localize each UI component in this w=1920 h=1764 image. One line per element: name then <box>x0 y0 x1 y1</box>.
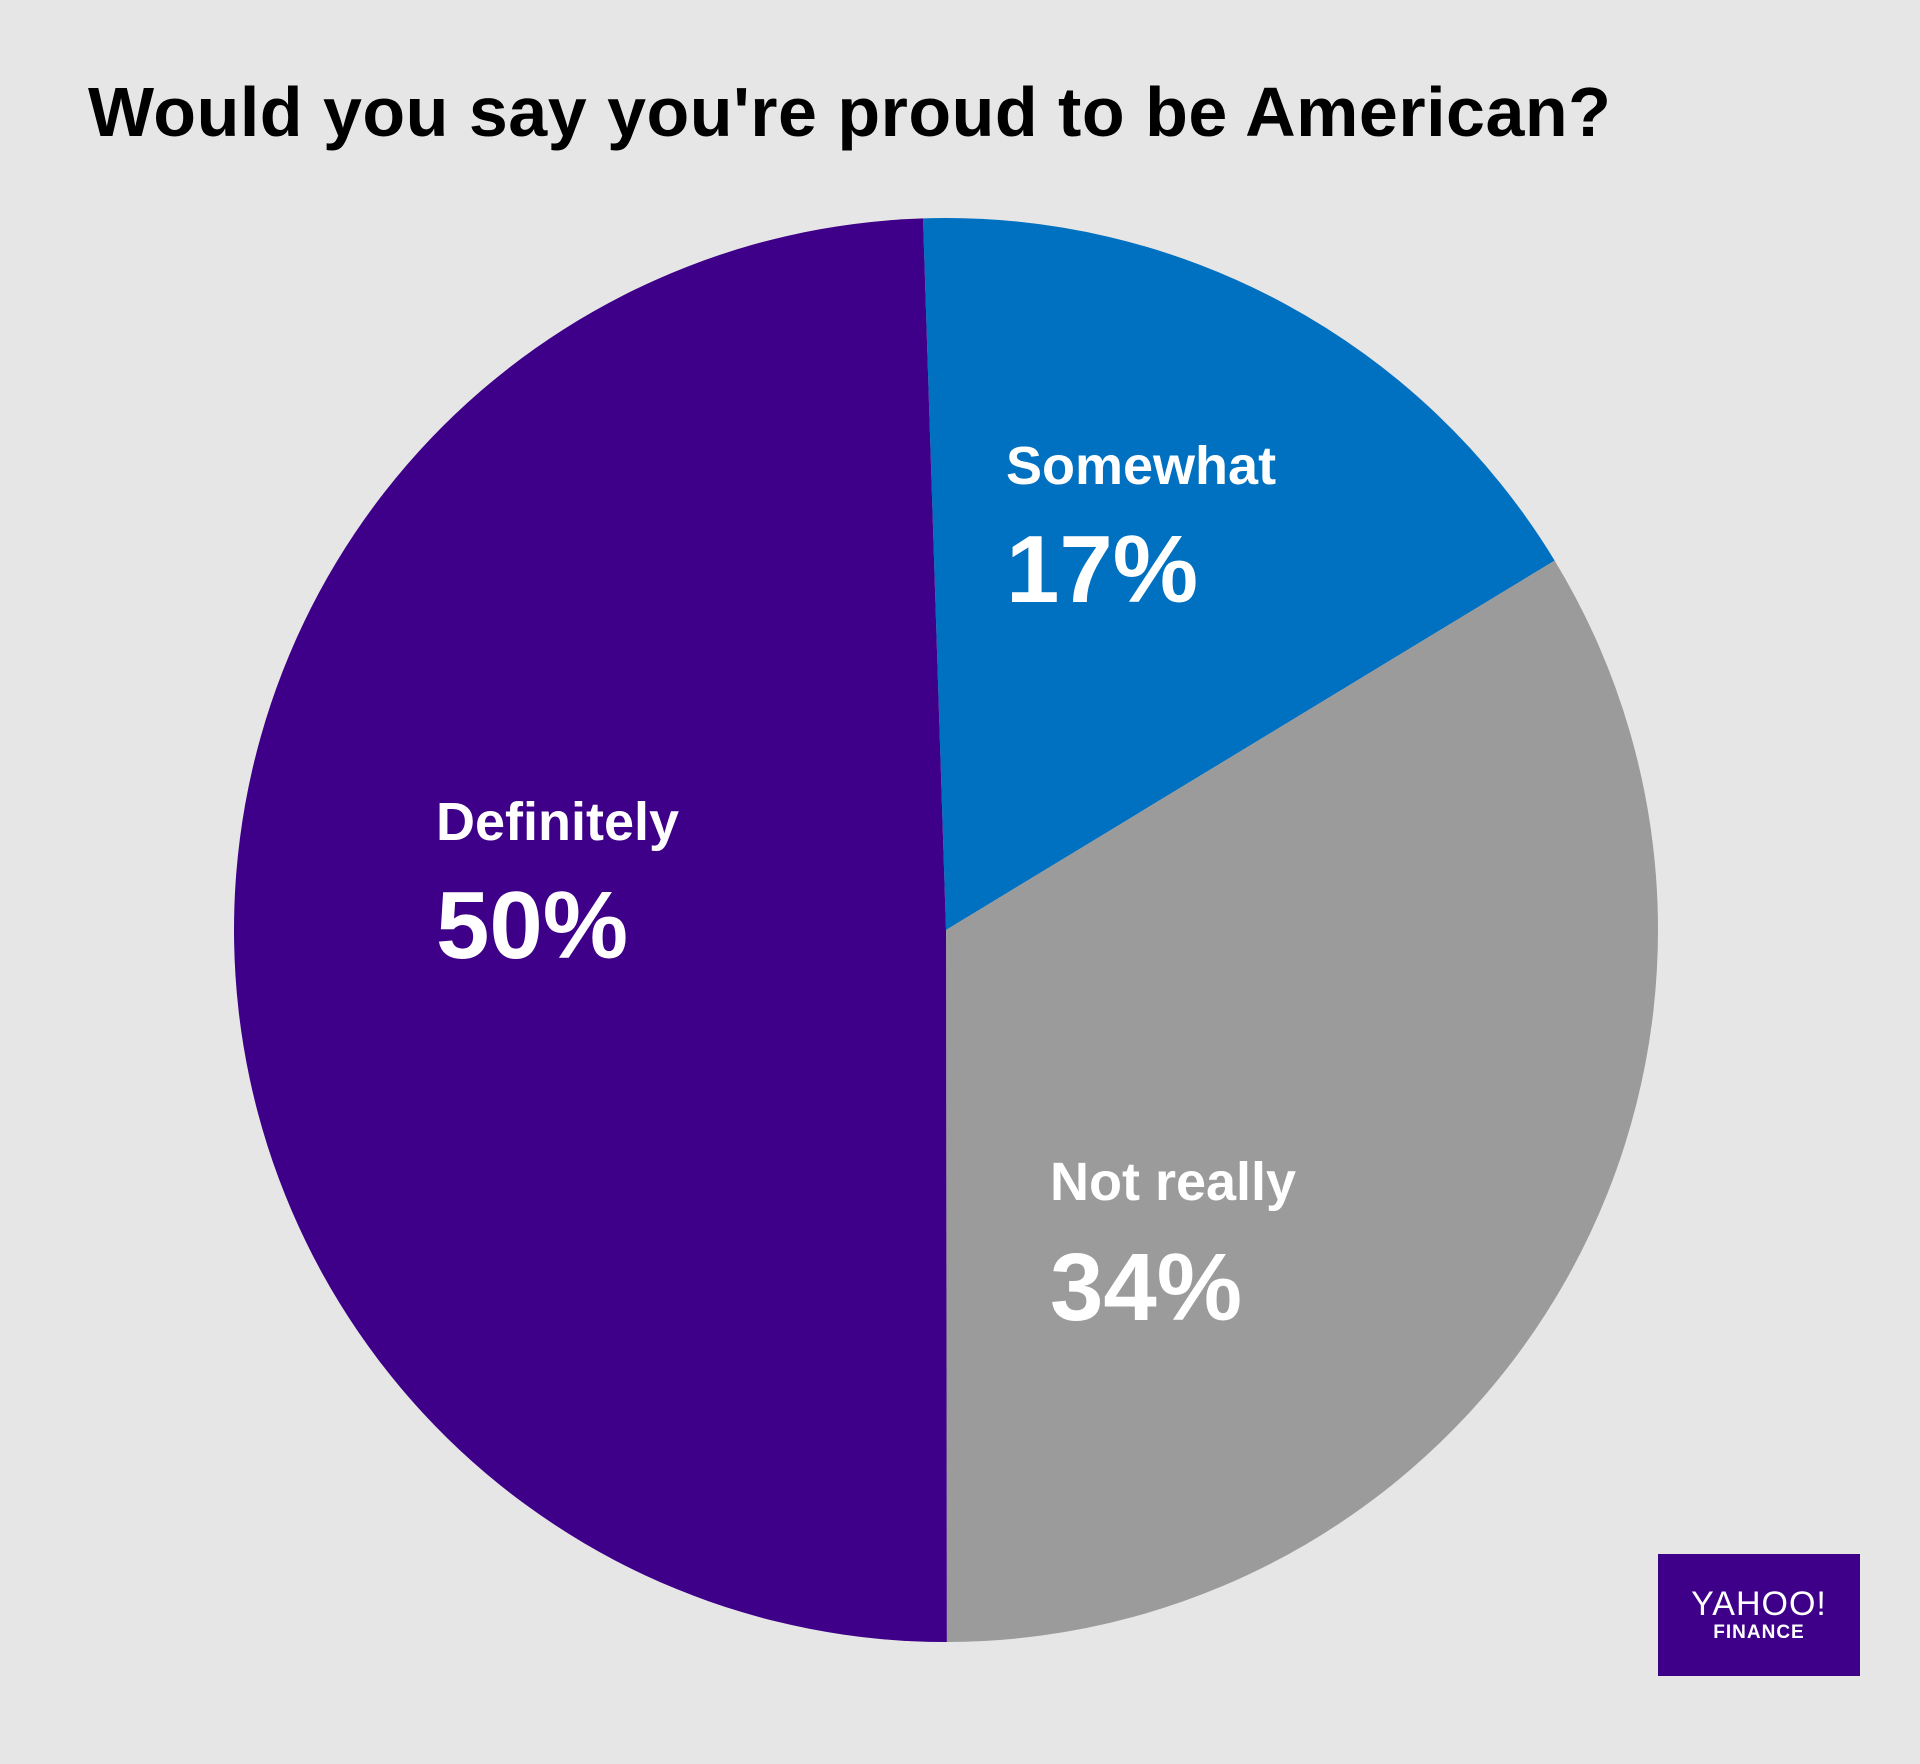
slice-value-not-really: 34% <box>1050 1234 1242 1341</box>
logo-sub-text: FINANCE <box>1713 1622 1805 1643</box>
pie-slice-somewhat <box>923 218 1555 930</box>
yahoo-finance-logo: YAHOO! FINANCE <box>1658 1554 1860 1676</box>
slice-label-not-really: Not really <box>1050 1152 1296 1212</box>
pie-slice-definitely <box>234 218 947 1642</box>
slice-value-somewhat: 17% <box>1006 516 1198 623</box>
chart-title: Would you say you're proud to be America… <box>88 73 1612 151</box>
logo-main-text: YAHOO! <box>1691 1585 1827 1623</box>
slice-label-definitely: Definitely <box>436 792 679 852</box>
slice-value-definitely: 50% <box>436 872 628 979</box>
pie-slice-not-really <box>946 560 1658 1642</box>
slice-label-somewhat: Somewhat <box>1006 436 1276 496</box>
